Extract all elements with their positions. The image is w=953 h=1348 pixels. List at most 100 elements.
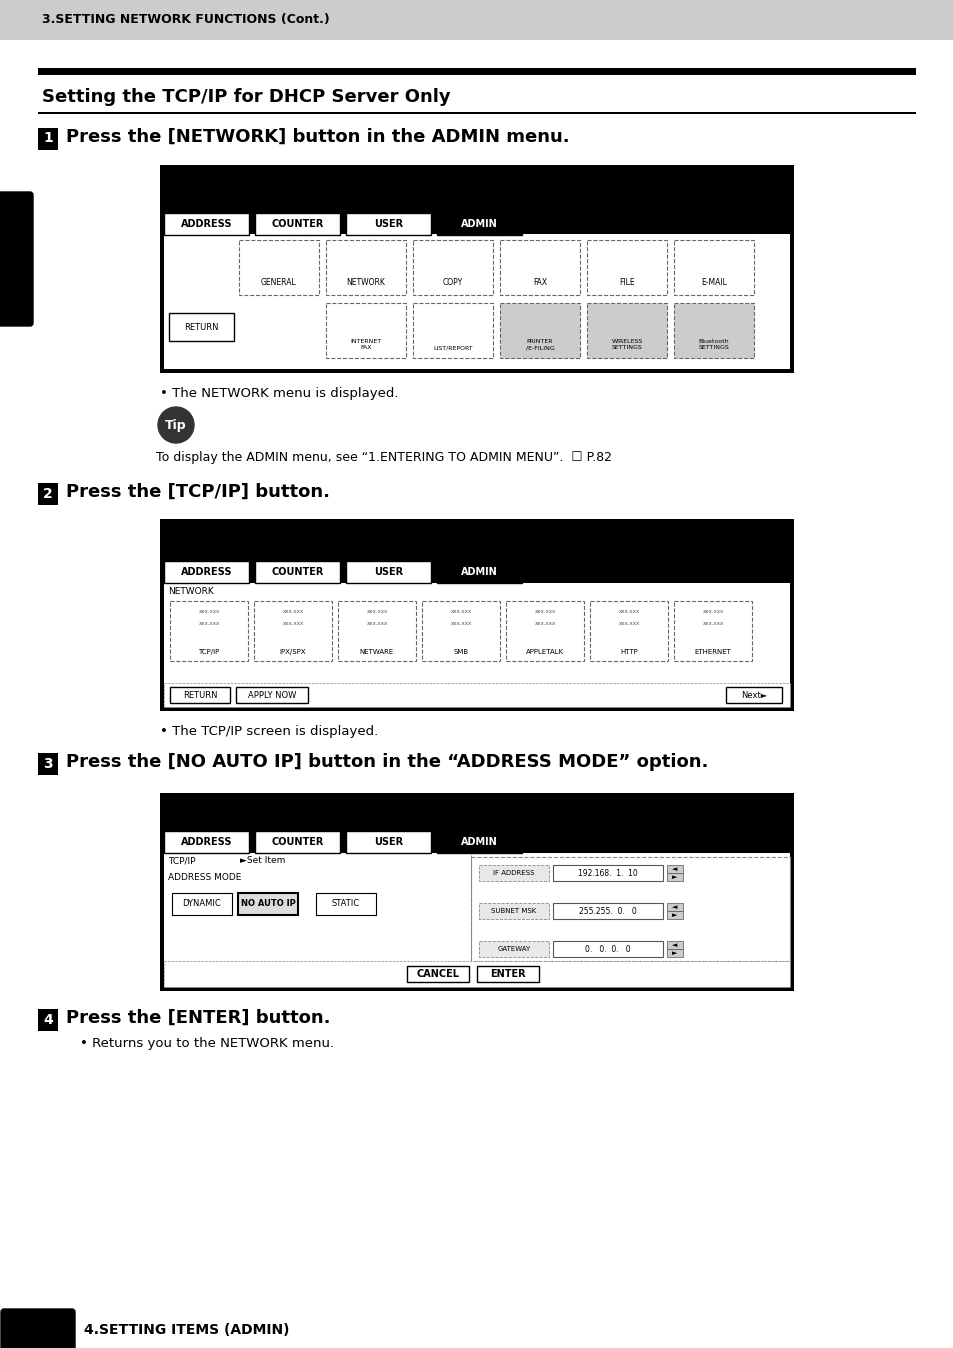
Text: COUNTER: COUNTER xyxy=(271,218,323,229)
Bar xyxy=(160,519,793,710)
Text: ADDRESS: ADDRESS xyxy=(180,568,232,577)
Text: ◄: ◄ xyxy=(672,865,677,872)
Text: ►: ► xyxy=(672,913,677,918)
Text: 255.255.  0.   0: 255.255. 0. 0 xyxy=(578,906,637,915)
Bar xyxy=(553,903,662,919)
Text: GENERAL: GENERAL xyxy=(261,278,296,287)
Text: Setting the TCP/IP for DHCP Server Only: Setting the TCP/IP for DHCP Server Only xyxy=(42,88,450,106)
Text: xxx.xxx: xxx.xxx xyxy=(618,609,639,613)
Text: WIRELESS
SETTINGS: WIRELESS SETTINGS xyxy=(611,340,642,350)
Text: IF ADDRESS: IF ADDRESS xyxy=(493,869,534,876)
Text: 4.SETTING ITEMS (ADMIN): 4.SETTING ITEMS (ADMIN) xyxy=(84,1322,289,1337)
Bar xyxy=(586,303,666,359)
Bar xyxy=(346,830,431,853)
Text: DYNAMIC: DYNAMIC xyxy=(182,899,221,909)
Bar xyxy=(38,112,915,113)
Text: xxx.xxx: xxx.xxx xyxy=(701,621,723,625)
Text: APPLETALK: APPLETALK xyxy=(525,648,563,655)
Bar xyxy=(346,213,431,235)
Text: Press the [TCP/IP] button.: Press the [TCP/IP] button. xyxy=(66,483,330,501)
Bar xyxy=(170,687,230,704)
Text: ◄: ◄ xyxy=(672,942,677,948)
Bar xyxy=(164,853,789,987)
Bar xyxy=(499,303,579,359)
Bar xyxy=(164,168,789,235)
Text: ►: ► xyxy=(672,950,677,956)
Bar xyxy=(476,967,538,981)
Text: NETWORK: NETWORK xyxy=(168,586,213,596)
Text: ETHERNET: ETHERNET xyxy=(694,648,731,655)
Bar xyxy=(553,865,662,882)
Text: ADMIN: ADMIN xyxy=(460,837,497,847)
Bar xyxy=(553,941,662,957)
Text: APPLY NOW: APPLY NOW xyxy=(248,690,295,700)
Bar xyxy=(326,303,406,359)
Text: xxx.xxx: xxx.xxx xyxy=(282,609,303,613)
Bar xyxy=(436,830,521,853)
Bar xyxy=(38,128,58,150)
Bar xyxy=(436,561,521,582)
Bar xyxy=(164,830,249,853)
Text: xxx.xxx: xxx.xxx xyxy=(534,609,555,613)
Text: xxx.xxx: xxx.xxx xyxy=(366,609,387,613)
Bar xyxy=(169,313,233,341)
Text: USER: USER xyxy=(374,837,402,847)
Text: Press the [NETWORK] button in the ADMIN menu.: Press the [NETWORK] button in the ADMIN … xyxy=(66,128,569,146)
Text: ►: ► xyxy=(672,874,677,880)
Text: RETURN: RETURN xyxy=(183,690,217,700)
Bar xyxy=(666,903,682,911)
Bar xyxy=(254,561,339,582)
Text: xxx.xxx: xxx.xxx xyxy=(618,621,639,625)
Bar xyxy=(326,240,406,295)
Text: Press the [ENTER] button.: Press the [ENTER] button. xyxy=(66,1010,330,1027)
Bar xyxy=(589,601,667,661)
Bar xyxy=(673,303,753,359)
Bar xyxy=(164,797,789,853)
Bar xyxy=(505,601,583,661)
Text: STATIC: STATIC xyxy=(332,899,359,909)
Bar xyxy=(407,967,469,981)
Text: IPX/SPX: IPX/SPX xyxy=(279,648,306,655)
Text: xxx.xxx: xxx.xxx xyxy=(701,609,723,613)
Bar xyxy=(478,865,548,882)
Bar xyxy=(337,601,416,661)
Bar xyxy=(673,601,751,661)
Bar xyxy=(164,582,789,706)
Bar xyxy=(315,892,375,915)
Bar xyxy=(499,240,579,295)
Bar xyxy=(413,240,493,295)
Circle shape xyxy=(158,407,193,443)
Text: ◄: ◄ xyxy=(672,905,677,910)
Text: PRINTER
/E-FILING: PRINTER /E-FILING xyxy=(525,340,554,350)
Bar xyxy=(170,601,248,661)
Text: 1: 1 xyxy=(43,131,52,146)
Text: xxx.xxx: xxx.xxx xyxy=(198,609,219,613)
Text: xxx.xxx: xxx.xxx xyxy=(198,621,219,625)
Bar xyxy=(666,874,682,882)
Bar xyxy=(172,892,232,915)
Text: ADMIN: ADMIN xyxy=(460,568,497,577)
Text: FILE: FILE xyxy=(618,278,634,287)
Bar xyxy=(0,195,30,315)
Text: HTTP: HTTP xyxy=(619,648,638,655)
Text: To display the ADMIN menu, see “1.ENTERING TO ADMIN MENU”.  ☐ P.82: To display the ADMIN menu, see “1.ENTERI… xyxy=(156,452,612,464)
Bar xyxy=(725,687,781,704)
Text: • Returns you to the NETWORK menu.: • Returns you to the NETWORK menu. xyxy=(80,1037,334,1050)
Text: 3.SETTING NETWORK FUNCTIONS (Cont.): 3.SETTING NETWORK FUNCTIONS (Cont.) xyxy=(42,13,330,27)
Text: Next►: Next► xyxy=(740,690,766,700)
Text: ADDRESS: ADDRESS xyxy=(180,218,232,229)
Text: 192.168.  1.  10: 192.168. 1. 10 xyxy=(578,868,638,878)
Text: E-MAIL: E-MAIL xyxy=(700,278,726,287)
Text: TCP/IP: TCP/IP xyxy=(168,856,195,865)
Bar xyxy=(0,0,953,40)
FancyBboxPatch shape xyxy=(1,1309,75,1348)
Text: ►Set Item: ►Set Item xyxy=(240,856,285,865)
Bar xyxy=(164,683,789,706)
Text: xxx.xxx: xxx.xxx xyxy=(450,609,471,613)
Bar xyxy=(253,601,332,661)
Text: Bluetooth
SETTINGS: Bluetooth SETTINGS xyxy=(698,340,729,350)
Text: TCP/IP: TCP/IP xyxy=(198,648,219,655)
Text: • The TCP/IP screen is displayed.: • The TCP/IP screen is displayed. xyxy=(160,725,377,737)
Bar xyxy=(254,830,339,853)
Text: 4: 4 xyxy=(43,1012,52,1027)
